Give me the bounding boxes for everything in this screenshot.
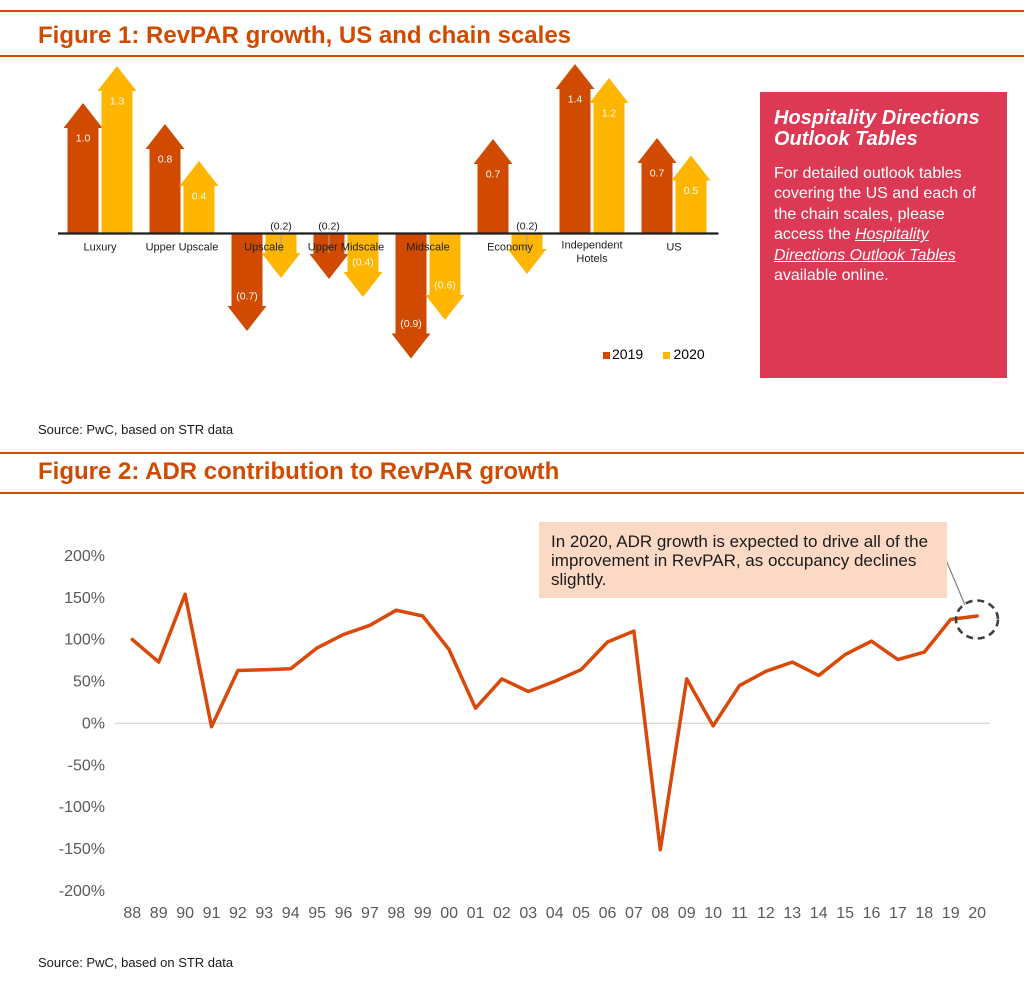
svg-text:-50%: -50% (68, 757, 105, 774)
svg-text:03: 03 (519, 905, 537, 922)
svg-text:94: 94 (282, 905, 300, 922)
svg-text:Upper Upscale: Upper Upscale (146, 242, 219, 254)
svg-text:(0.2): (0.2) (270, 221, 292, 233)
svg-text:14: 14 (810, 905, 828, 922)
svg-text:99: 99 (414, 905, 432, 922)
svg-text:92: 92 (229, 905, 247, 922)
svg-text:13: 13 (783, 905, 801, 922)
svg-text:09: 09 (678, 905, 696, 922)
svg-text:88: 88 (123, 905, 141, 922)
svg-text:(0.6): (0.6) (434, 280, 456, 292)
svg-text:00: 00 (440, 905, 458, 922)
svg-text:Economy: Economy (487, 242, 533, 254)
svg-text:0%: 0% (82, 715, 105, 732)
svg-text:(0.2): (0.2) (318, 221, 340, 233)
svg-text:Luxury: Luxury (83, 242, 117, 254)
svg-text:15: 15 (836, 905, 854, 922)
svg-text:Independent: Independent (561, 240, 622, 252)
svg-text:-100%: -100% (59, 799, 105, 816)
svg-text:(0.7): (0.7) (236, 291, 258, 303)
svg-text:1.4: 1.4 (568, 94, 583, 106)
svg-text:20: 20 (968, 905, 986, 922)
svg-text:Upscale: Upscale (244, 242, 284, 254)
svg-text:150%: 150% (64, 590, 105, 607)
svg-text:08: 08 (651, 905, 669, 922)
svg-text:(0.4): (0.4) (352, 257, 374, 269)
svg-text:89: 89 (150, 905, 168, 922)
svg-text:98: 98 (387, 905, 405, 922)
svg-text:2020: 2020 (674, 346, 705, 362)
svg-text:(0.2): (0.2) (516, 221, 538, 233)
svg-text:05: 05 (572, 905, 590, 922)
svg-text:17: 17 (889, 905, 907, 922)
svg-text:96: 96 (335, 905, 353, 922)
svg-text:1.3: 1.3 (110, 96, 125, 108)
svg-text:0.8: 0.8 (158, 154, 173, 166)
svg-text:16: 16 (863, 905, 881, 922)
svg-text:06: 06 (599, 905, 617, 922)
svg-text:10: 10 (704, 905, 722, 922)
svg-text:19: 19 (942, 905, 960, 922)
svg-text:(0.9): (0.9) (400, 318, 422, 330)
svg-text:0.7: 0.7 (650, 168, 665, 180)
svg-text:0.5: 0.5 (684, 185, 699, 197)
svg-text:12: 12 (757, 905, 775, 922)
svg-text:1.2: 1.2 (602, 108, 617, 120)
svg-text:0.4: 0.4 (192, 191, 207, 203)
svg-text:01: 01 (467, 905, 485, 922)
svg-text:-200%: -200% (59, 883, 105, 900)
svg-text:100%: 100% (64, 632, 105, 649)
svg-text:97: 97 (361, 905, 379, 922)
svg-text:90: 90 (176, 905, 194, 922)
svg-text:0.7: 0.7 (486, 169, 501, 181)
svg-text:04: 04 (546, 905, 564, 922)
svg-text:93: 93 (255, 905, 273, 922)
svg-text:02: 02 (493, 905, 511, 922)
svg-text:200%: 200% (64, 548, 105, 565)
svg-text:91: 91 (203, 905, 221, 922)
svg-text:07: 07 (625, 905, 643, 922)
svg-text:50%: 50% (73, 674, 105, 691)
svg-text:18: 18 (915, 905, 933, 922)
svg-text:2019: 2019 (612, 346, 643, 362)
svg-text:Midscale: Midscale (406, 242, 449, 254)
svg-text:Upper Midscale: Upper Midscale (308, 242, 384, 254)
svg-text:95: 95 (308, 905, 326, 922)
svg-text:Hotels: Hotels (576, 253, 608, 265)
svg-text:11: 11 (731, 905, 748, 922)
svg-text:-150%: -150% (59, 841, 105, 858)
svg-text:1.0: 1.0 (76, 133, 91, 145)
svg-text:US: US (666, 242, 681, 254)
